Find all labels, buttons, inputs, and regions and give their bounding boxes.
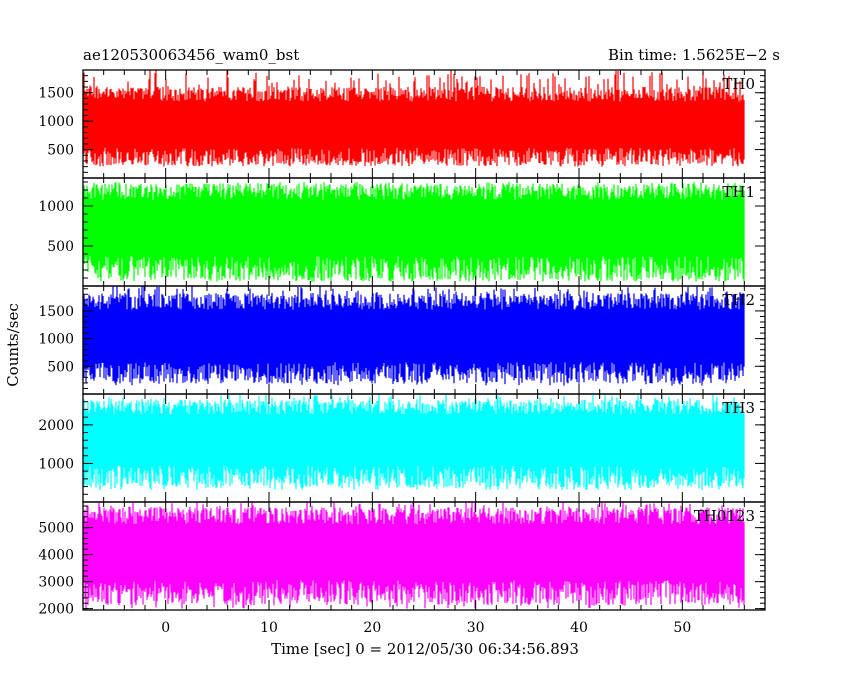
y-tick-label: 500 xyxy=(47,359,74,375)
panel-name-th0: TH0 xyxy=(722,75,755,93)
y-tick-label: 2000 xyxy=(38,418,74,434)
y-tick-label: 500 xyxy=(47,143,74,159)
y-tick-label: 1000 xyxy=(38,114,74,130)
panel-th1: 500 1000 TH1 xyxy=(38,177,766,287)
y-tick-label: 3000 xyxy=(38,575,74,591)
y-tick-label: 1500 xyxy=(38,304,74,320)
series-th0 xyxy=(82,70,745,167)
panel-name-th1: TH1 xyxy=(722,183,755,201)
panel-name-th3: TH3 xyxy=(722,399,755,417)
y-tick-label: 4000 xyxy=(38,548,74,564)
y-tick-label: 1000 xyxy=(38,332,74,348)
panels-group: 50010001500TH05001000TH150010001500TH210… xyxy=(38,69,766,636)
panel-th2: 500 1000 1500 TH2 xyxy=(38,285,766,395)
series-th2 xyxy=(82,286,745,386)
panel-frame xyxy=(82,501,766,611)
y-tick-label: 500 xyxy=(47,239,74,255)
y-tick-label: 5000 xyxy=(38,521,74,537)
panel-name-th0123: TH0123 xyxy=(694,507,755,525)
panel-th0123: 2000 3000 4000 5000 TH0123 xyxy=(38,501,766,618)
x-tick-label: 20 xyxy=(363,620,381,636)
x-tick-label: 50 xyxy=(673,620,691,636)
series-th1 xyxy=(82,182,745,282)
y-tick-label: 1500 xyxy=(38,86,74,102)
x-tick-label: 0 xyxy=(161,620,170,636)
chart-title: ae120530063456_wam0_bst xyxy=(83,46,299,64)
x-axis-label: Time [sec] 0 = 2012/05/30 06:34:56.893 xyxy=(271,640,579,658)
panel-th3: 1000 2000 TH3 xyxy=(38,393,766,503)
x-tick-label: 40 xyxy=(570,620,588,636)
y-axis-label: Counts/sec xyxy=(4,303,22,387)
y-tick-label: 1000 xyxy=(38,199,74,215)
series-th3 xyxy=(82,394,745,490)
x-tick-label: 10 xyxy=(260,620,278,636)
x-tick-label: 30 xyxy=(467,620,485,636)
bin-time-label: Bin time: 1.5625E−2 s xyxy=(608,46,780,64)
series-th0123 xyxy=(82,502,745,609)
y-tick-label: 2000 xyxy=(38,602,74,618)
y-tick-label: 1000 xyxy=(38,456,74,472)
panel-name-th2: TH2 xyxy=(722,291,755,309)
panel-th0: 500 1000 1500 TH0 xyxy=(38,69,766,179)
